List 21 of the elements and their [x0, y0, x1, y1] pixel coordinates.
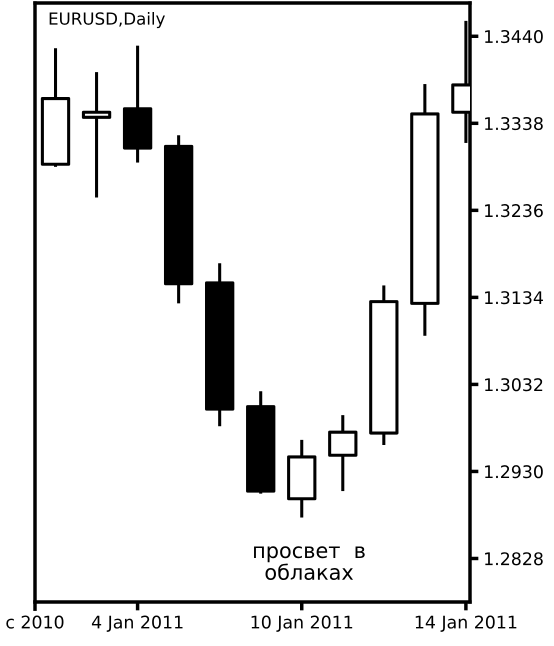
y-tick-label: 1.2930	[485, 465, 543, 478]
candlestick	[122, 46, 152, 163]
candlestick	[328, 415, 358, 492]
candlestick	[164, 135, 194, 304]
y-tick-label: 1.3134	[485, 291, 543, 304]
y-tick-label: 1.3032	[485, 378, 542, 392]
annotation: просвет в облаках	[254, 546, 365, 580]
candlestick	[410, 84, 440, 336]
y-tick-label: 1.3440	[485, 30, 543, 44]
x-tick-label: 10 Jan 2011	[252, 616, 352, 632]
text: EURUSD,Daily	[50, 12, 165, 28]
text: c 2010	[6, 615, 64, 629]
candlestick	[287, 440, 316, 518]
x-tick-label: 4 Jan 2011	[92, 616, 183, 632]
candlestick	[205, 263, 234, 426]
y-tick-label: 1.3338	[485, 117, 543, 130]
candlestick	[82, 72, 112, 198]
candlestick	[369, 285, 398, 445]
y-tick-label: 1.2828	[485, 552, 543, 566]
y-tick-label: 1.3236	[485, 204, 543, 218]
x-tick-label: 14 Jan 2011	[416, 616, 516, 632]
